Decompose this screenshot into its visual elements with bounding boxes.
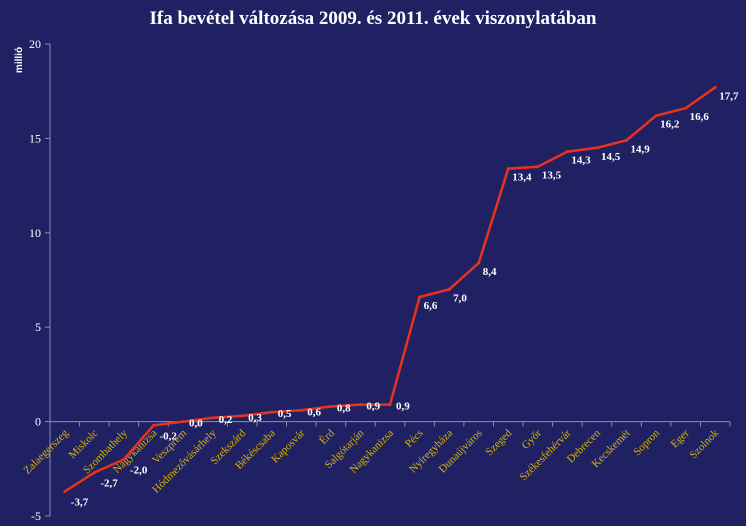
data-point <box>63 489 67 493</box>
x-tick-label: Eger <box>669 427 692 450</box>
data-label: 13,5 <box>542 170 562 182</box>
data-label: -0,2 <box>159 430 177 442</box>
data-point <box>151 423 155 427</box>
y-tick-label: 15 <box>29 131 41 145</box>
x-tick-label: Győr <box>519 427 544 452</box>
data-label: 0,3 <box>248 412 262 424</box>
y-tick-label: 0 <box>35 415 41 429</box>
data-point <box>240 414 244 418</box>
data-point <box>358 403 362 407</box>
x-tick-label: Pécs <box>403 427 426 450</box>
data-label: 14,3 <box>571 155 591 167</box>
data-point <box>713 85 717 89</box>
data-label: 6,6 <box>424 300 438 312</box>
data-label: 13,4 <box>512 172 532 184</box>
x-tick-label: Sopron <box>631 427 662 458</box>
data-label: 0,0 <box>189 418 203 430</box>
y-tick-label: 20 <box>29 37 41 51</box>
data-point <box>329 404 333 408</box>
data-point <box>270 410 274 414</box>
data-point <box>211 416 215 420</box>
data-label: 0,9 <box>396 401 410 413</box>
data-label: 0,8 <box>337 402 351 414</box>
y-axis-label: millió <box>14 47 25 73</box>
data-label: 7,0 <box>453 292 467 304</box>
x-tick-label: Szolnok <box>687 427 721 461</box>
chart-title: Ifa bevétel változása 2009. és 2011. éve… <box>149 8 597 29</box>
x-tick-label: Szeged <box>483 427 514 458</box>
data-point <box>447 287 451 291</box>
data-label: 16,2 <box>660 119 680 131</box>
data-label: 8,4 <box>483 266 497 278</box>
data-point <box>595 146 599 150</box>
data-label: -2,0 <box>130 464 148 476</box>
data-label: 14,9 <box>631 143 651 155</box>
data-point <box>418 295 422 299</box>
data-label: -3,7 <box>71 496 89 508</box>
data-point <box>299 408 303 412</box>
data-point <box>625 138 629 142</box>
y-tick-label: 10 <box>29 226 41 240</box>
x-tick-label: Zalaegerszeg <box>21 427 71 477</box>
data-label: 0,5 <box>278 408 292 420</box>
data-point <box>92 471 96 475</box>
x-tick-label: Érd <box>317 427 337 447</box>
data-label: 17,7 <box>719 90 739 102</box>
data-label: 0,2 <box>219 414 233 426</box>
data-point <box>536 165 540 169</box>
data-point <box>388 403 392 407</box>
data-label: 0,6 <box>307 406 321 418</box>
data-point <box>684 106 688 110</box>
data-point <box>565 150 569 154</box>
data-label: 16,6 <box>690 111 710 123</box>
data-point <box>122 457 126 461</box>
data-point <box>654 114 658 118</box>
data-label: 0,9 <box>366 401 380 413</box>
y-tick-label: 5 <box>35 320 41 334</box>
data-point <box>477 261 481 265</box>
y-tick-label: -5 <box>31 509 41 523</box>
data-point <box>506 167 510 171</box>
data-label: -2,7 <box>100 478 118 490</box>
data-point <box>181 420 185 424</box>
data-label: 14,5 <box>601 151 621 163</box>
